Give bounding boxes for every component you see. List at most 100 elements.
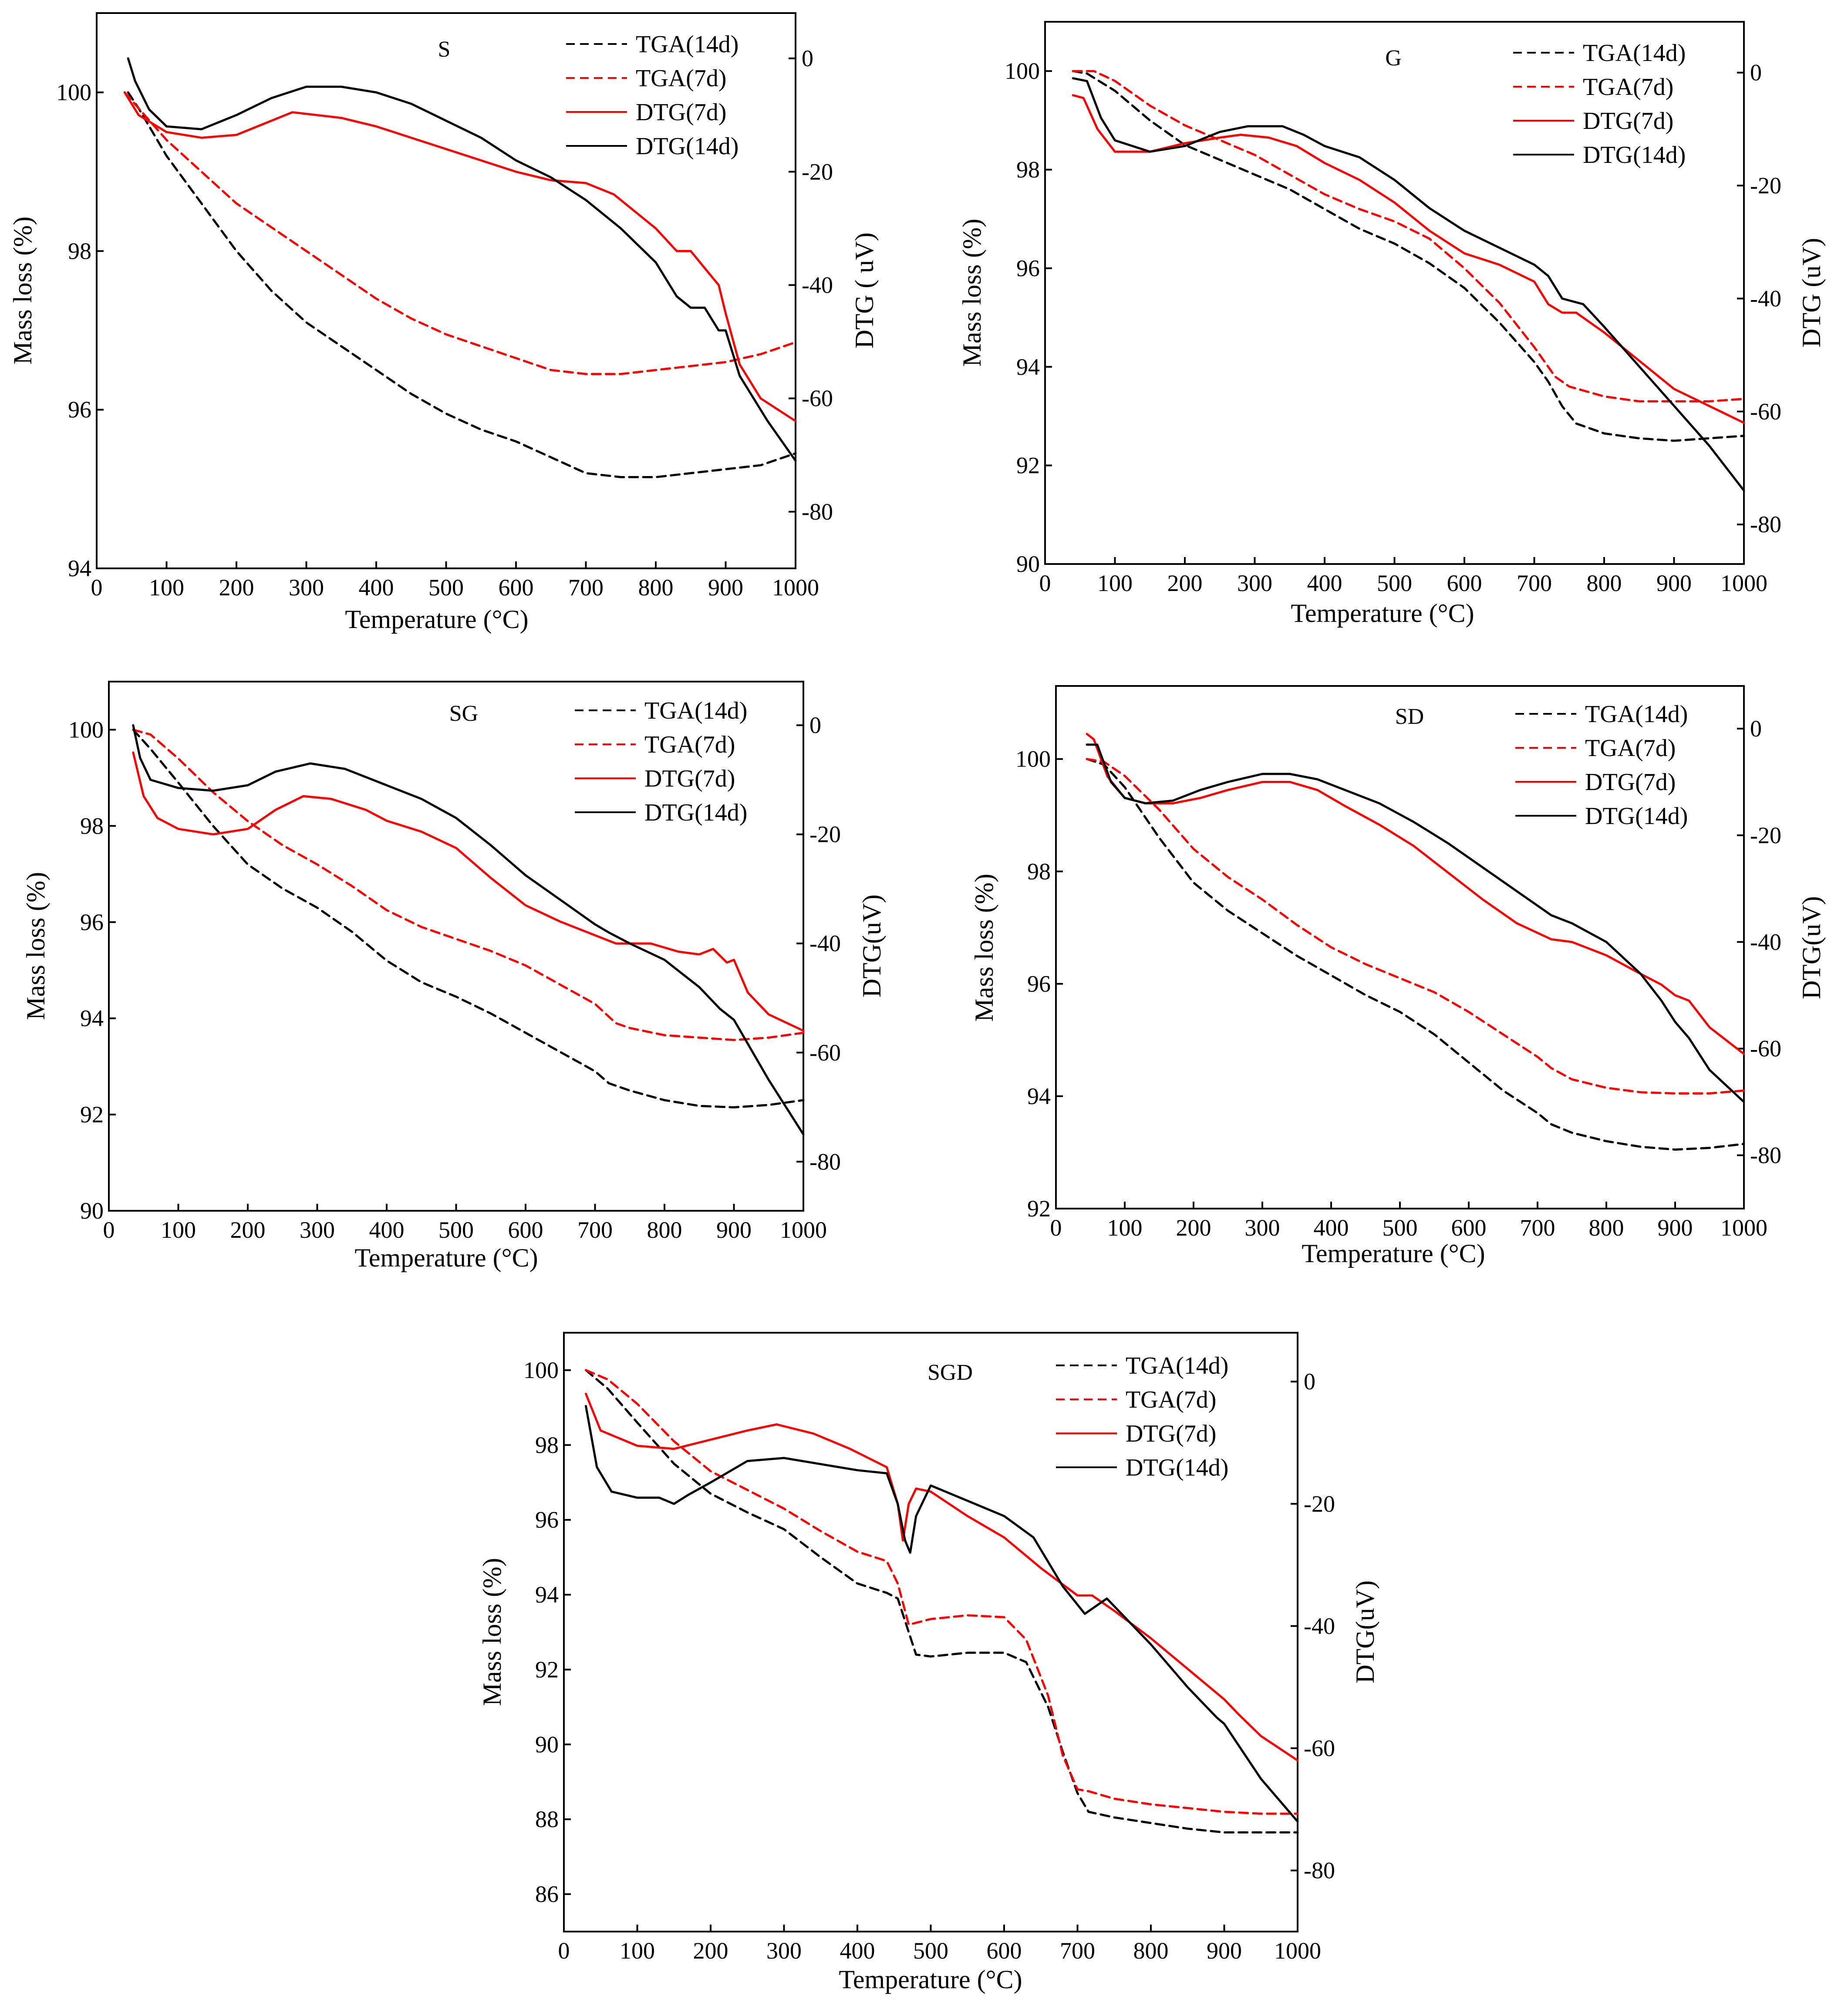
y-tick-label: 94 bbox=[80, 1005, 104, 1031]
y2-axis-title: DTG(uV) bbox=[1797, 896, 1826, 1000]
x-tick-label: 700 bbox=[1520, 1215, 1555, 1241]
y2-tick-label: -60 bbox=[802, 385, 833, 412]
x-tick-label: 700 bbox=[1060, 1938, 1095, 1964]
y2-axis-title: DTG(uV) bbox=[857, 895, 886, 998]
series-line-tga-14d bbox=[132, 729, 805, 1108]
plot-frame bbox=[96, 12, 796, 569]
y-tick-label: 90 bbox=[535, 1731, 559, 1757]
legend-label-dtg-7d: DTG(7d) bbox=[1583, 108, 1673, 135]
chart-panel-sg: 0 100 200 300 400 500 600 700 800 900 1000 9092949… bbox=[21, 681, 886, 1272]
x-tick-label: 600 bbox=[499, 574, 534, 601]
x-tick-label: 100 bbox=[149, 574, 184, 601]
x-tick-label: 900 bbox=[708, 574, 743, 601]
y-axis-left: 94 96 98 100 bbox=[56, 79, 104, 581]
y-tick-label: 100 bbox=[68, 716, 104, 743]
x-tick-label: 100 bbox=[620, 1938, 655, 1964]
x-axis: 0 100 200 300 400 500 600 700 800 900 1000 bbox=[1039, 557, 1767, 596]
y2-tick-label: -60 bbox=[809, 1040, 841, 1066]
series-line-dtg-14d bbox=[1086, 743, 1745, 1103]
y-tick-label: 90 bbox=[80, 1198, 104, 1224]
y-tick-label: 94 bbox=[1016, 354, 1040, 380]
x-tick-label: 1000 bbox=[1720, 1215, 1767, 1241]
y-tick-label: 94 bbox=[68, 555, 91, 581]
x-tick-label: 1000 bbox=[772, 574, 819, 601]
x-tick-label: 400 bbox=[359, 574, 394, 601]
y-tick-label: 92 bbox=[535, 1656, 559, 1682]
series-layer bbox=[1086, 733, 1745, 1151]
y-tick-label: 96 bbox=[80, 909, 104, 935]
y-tick-label: 100 bbox=[523, 1357, 559, 1383]
series-layer bbox=[1072, 70, 1745, 492]
legend-label-dtg-7d: DTG(7d) bbox=[644, 765, 735, 792]
y-axis-left: 92 94 96 98 100 bbox=[1015, 746, 1063, 1222]
x-tick-label: 200 bbox=[230, 1217, 266, 1243]
x-tick-label: 600 bbox=[1451, 1215, 1487, 1241]
x-tick-label: 500 bbox=[1377, 570, 1412, 596]
y-axis-title: Mass loss (%) bbox=[21, 872, 50, 1020]
x-tick-label: 500 bbox=[913, 1938, 948, 1964]
series-line-tga-7d bbox=[585, 1369, 1299, 1815]
y-tick-label: 98 bbox=[68, 238, 91, 264]
x-tick-label: 1000 bbox=[1720, 570, 1767, 596]
y-axis-left: 90 92 94 96 98 100 bbox=[1005, 58, 1052, 577]
y2-tick-label: -60 bbox=[1750, 399, 1781, 425]
legend: TGA(14d) TGA(7d) DTG(7d) DTG(14d) bbox=[1515, 701, 1688, 830]
y-axis-right: -80 -60 -40 -20 0 bbox=[796, 712, 841, 1175]
x-tick-label: 200 bbox=[219, 574, 254, 601]
y-tick-label: 92 bbox=[1016, 453, 1040, 479]
x-tick-label: 700 bbox=[1517, 570, 1552, 596]
x-tick-label: 1000 bbox=[1274, 1938, 1321, 1964]
x-tick-label: 500 bbox=[428, 574, 464, 601]
series-line-tga-7d bbox=[132, 729, 805, 1041]
x-tick-label: 200 bbox=[693, 1938, 728, 1964]
y2-tick-label: -40 bbox=[1304, 1613, 1335, 1639]
y-axis-right: -80 -60 -40 -20 0 bbox=[1291, 1368, 1335, 1884]
x-tick-label: 600 bbox=[1447, 570, 1482, 596]
x-tick-label: 300 bbox=[289, 574, 324, 601]
y2-tick-label: -20 bbox=[1750, 822, 1781, 848]
x-tick-label: 600 bbox=[508, 1217, 543, 1243]
y-axis-right: -80 -60 -40 -20 0 bbox=[789, 45, 833, 525]
legend-label-tga-7d: TGA(7d) bbox=[1583, 74, 1673, 101]
y2-tick-label: -80 bbox=[802, 499, 833, 525]
series-line-tga-14d bbox=[1072, 70, 1745, 442]
x-axis: 0 100 200 300 400 500 600 700 800 900 1000 bbox=[1050, 1202, 1767, 1241]
x-tick-label: 300 bbox=[1237, 570, 1272, 596]
legend-label-tga-7d: TGA(7d) bbox=[1126, 1386, 1216, 1413]
series-line-dtg-14d bbox=[127, 57, 797, 462]
y2-tick-label: -40 bbox=[1750, 929, 1781, 955]
y-tick-label: 98 bbox=[535, 1432, 559, 1458]
series-layer bbox=[585, 1369, 1299, 1834]
y-tick-label: 100 bbox=[1005, 58, 1040, 84]
series-line-tga-14d bbox=[127, 91, 797, 478]
x-tick-label: 900 bbox=[1658, 1215, 1693, 1241]
x-tick-label: 800 bbox=[638, 574, 674, 601]
y2-tick-label: -40 bbox=[802, 272, 833, 298]
x-tick-label: 700 bbox=[577, 1217, 613, 1243]
x-tick-label: 100 bbox=[1097, 570, 1133, 596]
x-tick-label: 700 bbox=[568, 574, 604, 601]
plot-frame bbox=[1044, 21, 1745, 565]
y-axis-right: -80 -60 -40 -20 0 bbox=[1737, 60, 1781, 537]
panel-title: SD bbox=[1395, 704, 1424, 729]
y2-tick-label: -40 bbox=[809, 930, 841, 956]
legend-label-dtg-7d: DTG(7d) bbox=[636, 99, 726, 126]
x-axis-title: Temperature (°C) bbox=[1302, 1239, 1485, 1268]
y-axis-title: Mass loss (%) bbox=[8, 216, 37, 365]
legend-label-tga-14d: TGA(14d) bbox=[1583, 40, 1686, 67]
x-tick-label: 200 bbox=[1167, 570, 1203, 596]
y2-axis-title: DTG(uV) bbox=[1351, 1581, 1379, 1684]
x-tick-label: 400 bbox=[1307, 570, 1342, 596]
y2-tick-label: -80 bbox=[1750, 511, 1781, 537]
series-line-tga-14d bbox=[585, 1369, 1299, 1834]
series-line-dtg-7d bbox=[132, 751, 805, 1032]
x-tick-label: 900 bbox=[1656, 570, 1692, 596]
y2-tick-label: -60 bbox=[1304, 1735, 1335, 1761]
chart-panel-s: 0 100 200 300 400 500 600 700 800 900 1000 9496981… bbox=[8, 12, 879, 634]
x-tick-label: 300 bbox=[300, 1217, 335, 1243]
chart-panel-sd: 0 100 200 300 400 500 600 700 800 900 1000 9294969… bbox=[970, 685, 1826, 1268]
x-tick-label: 900 bbox=[1207, 1938, 1242, 1964]
series-layer bbox=[123, 57, 797, 478]
legend-label-tga-7d: TGA(7d) bbox=[1585, 735, 1676, 762]
y-tick-label: 94 bbox=[1027, 1083, 1051, 1109]
